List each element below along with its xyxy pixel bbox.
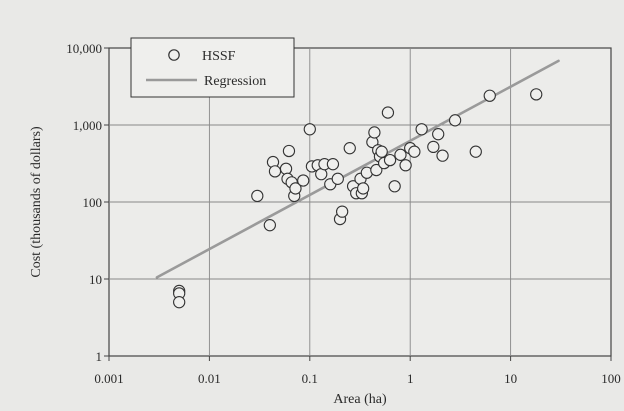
x-axis-title: Area (ha) — [333, 392, 387, 407]
hssf-point — [436, 149, 449, 162]
legend-regression-label: Regression — [204, 74, 266, 89]
legend-hssf-label: HSSF — [202, 49, 236, 64]
y-tick-label: 1,000 — [73, 118, 102, 133]
hssf-point — [282, 144, 296, 158]
hssf-point — [388, 180, 401, 193]
y-tick-label: 100 — [83, 195, 103, 210]
hssf-point — [483, 89, 496, 102]
hssf-point — [448, 114, 462, 127]
hssf-point — [427, 140, 440, 154]
x-tick-label: 1 — [407, 371, 414, 386]
hssf-point — [289, 182, 302, 195]
hssf-point — [399, 159, 412, 172]
hssf-point — [368, 126, 381, 139]
hssf-point — [326, 158, 340, 171]
hssf-point — [469, 145, 482, 158]
hssf-series — [173, 88, 543, 309]
hssf-point — [383, 153, 397, 167]
hssf-point — [336, 205, 349, 218]
x-tick-label: 10 — [504, 371, 517, 386]
y-tick-label: 10 — [89, 272, 102, 287]
x-tick-label: 0.01 — [198, 371, 221, 386]
hssf-point — [173, 296, 186, 309]
hssf-point — [408, 145, 421, 158]
legend-box — [130, 37, 295, 98]
hssf-point — [263, 219, 276, 232]
hssf-point — [432, 128, 445, 141]
hssf-point — [268, 165, 282, 178]
x-tick-label: 0.1 — [302, 371, 318, 386]
hssf-point — [394, 148, 407, 161]
y-tick-label: 1 — [96, 349, 103, 364]
y-tick-label: 10,000 — [66, 41, 102, 56]
x-tick-label: 0.001 — [94, 371, 123, 386]
y-axis-title: Cost (thousands of dollars) — [29, 126, 44, 278]
axis-ticks — [104, 47, 612, 361]
hssf-point — [331, 172, 344, 185]
grid-lines — [109, 48, 611, 356]
hssf-point — [415, 123, 428, 136]
hssf-point — [357, 182, 370, 195]
legend: HSSF Regression — [130, 37, 295, 98]
x-tick-label: 100 — [601, 371, 621, 386]
hssf-point — [279, 162, 293, 175]
hssf-point — [251, 189, 264, 203]
hssf-point — [297, 174, 310, 187]
hssf-point — [303, 123, 316, 136]
x-tick-labels: 0.001 0.01 0.1 1 10 100 — [94, 371, 620, 386]
legend-hssf-marker — [168, 49, 180, 61]
hssf-point — [343, 142, 356, 155]
hssf-point — [530, 88, 543, 101]
y-tick-labels: 1 10 100 1,000 10,000 — [66, 41, 102, 364]
hssf-point — [370, 163, 383, 177]
hssf-point — [375, 145, 388, 158]
hssf-point — [381, 106, 395, 119]
